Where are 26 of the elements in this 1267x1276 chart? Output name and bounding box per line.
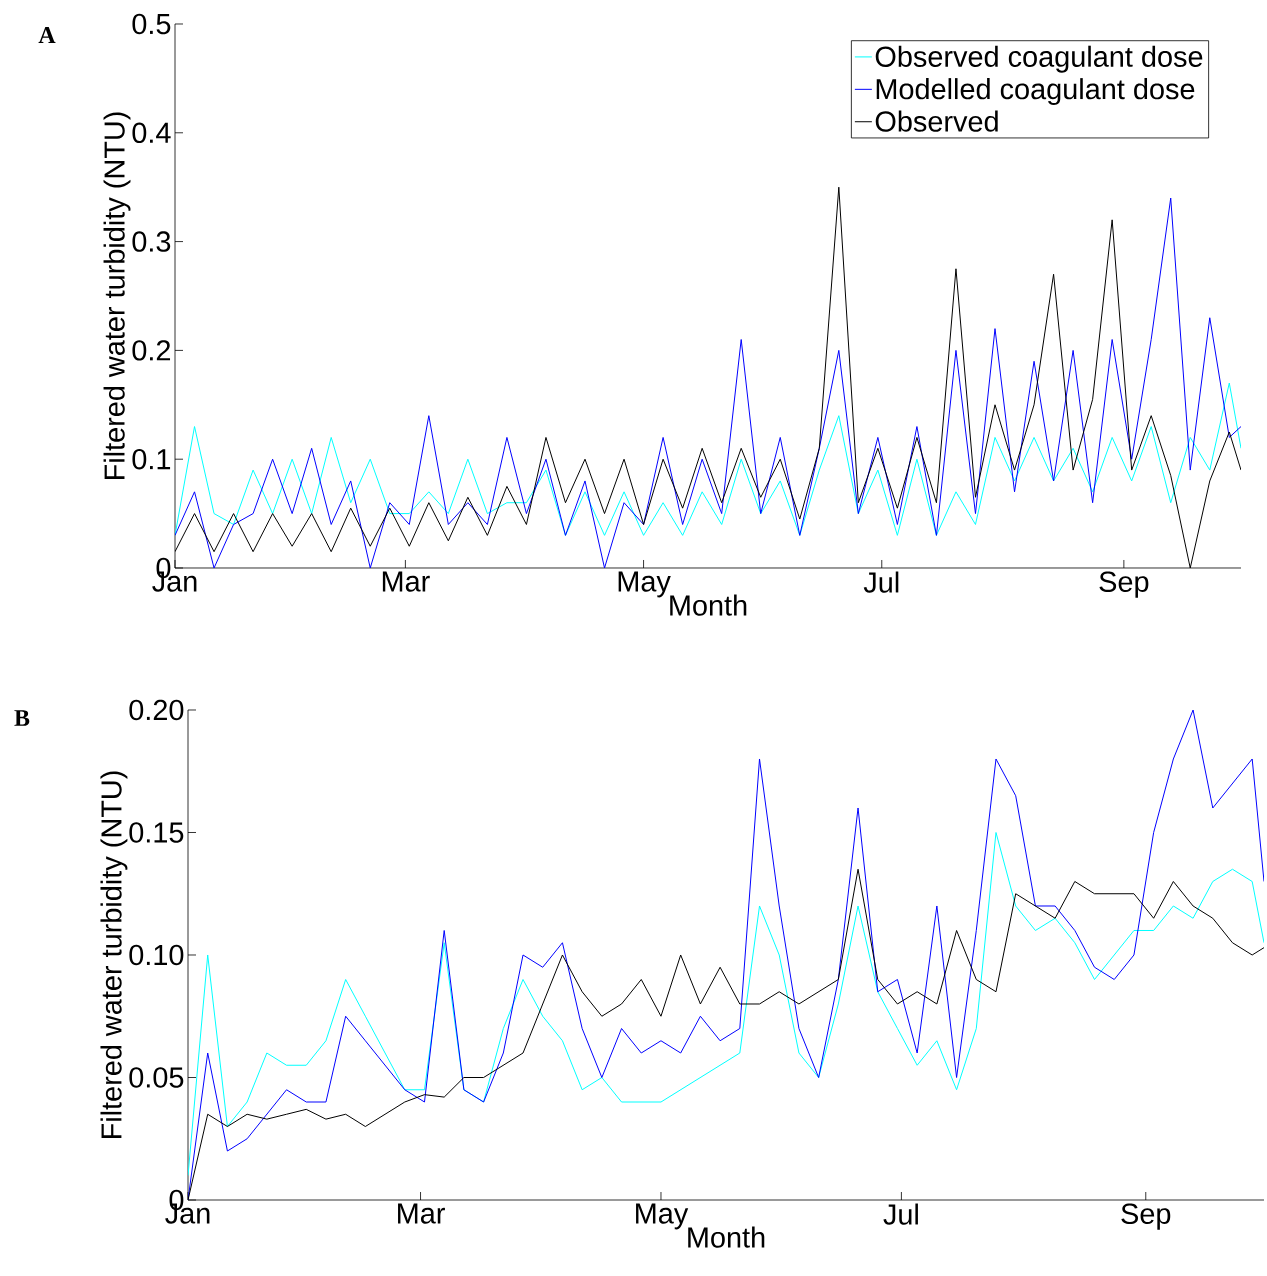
text: A	[38, 27, 56, 43]
x-tick-label: Sep	[1121, 1203, 1171, 1230]
y-tick-label: 0.15	[129, 822, 184, 843]
x-tick-label: Jul	[883, 1203, 918, 1225]
x-tick-label: May	[618, 571, 671, 598]
x-tick-label: Sep	[1099, 571, 1149, 598]
y-tick-label: 0.05	[129, 1067, 184, 1088]
text: B	[14, 710, 30, 726]
x-tick-label: Mar	[382, 571, 430, 592]
x-axis-title: Month	[688, 1226, 765, 1248]
y-tick-label: 0.3	[132, 231, 171, 252]
legend-label: Observed	[875, 110, 998, 132]
y-tick-label: 0.20	[129, 699, 184, 721]
x-axis-title: Month	[670, 594, 747, 616]
y-tick-label: 0.5	[132, 13, 171, 35]
y-tick-label: 0.1	[132, 448, 171, 470]
x-tick-label: May	[636, 1203, 689, 1230]
x-tick-label: Jul	[863, 571, 899, 593]
legend-label: Modelled coagulant dose	[876, 78, 1195, 106]
x-tick-label: Mar	[398, 1203, 445, 1224]
y-tick-label: 0.2	[132, 340, 171, 361]
y-tick-label: 0.10	[129, 944, 184, 966]
legend-label: Observed coagulant dose	[875, 45, 1203, 73]
y-axis-title: Filtered water turbidity (NTU)	[100, 771, 128, 1139]
y-axis-title: Filtered water turbidity (NTU)	[103, 112, 131, 480]
y-tick-label: 0.4	[132, 122, 171, 144]
